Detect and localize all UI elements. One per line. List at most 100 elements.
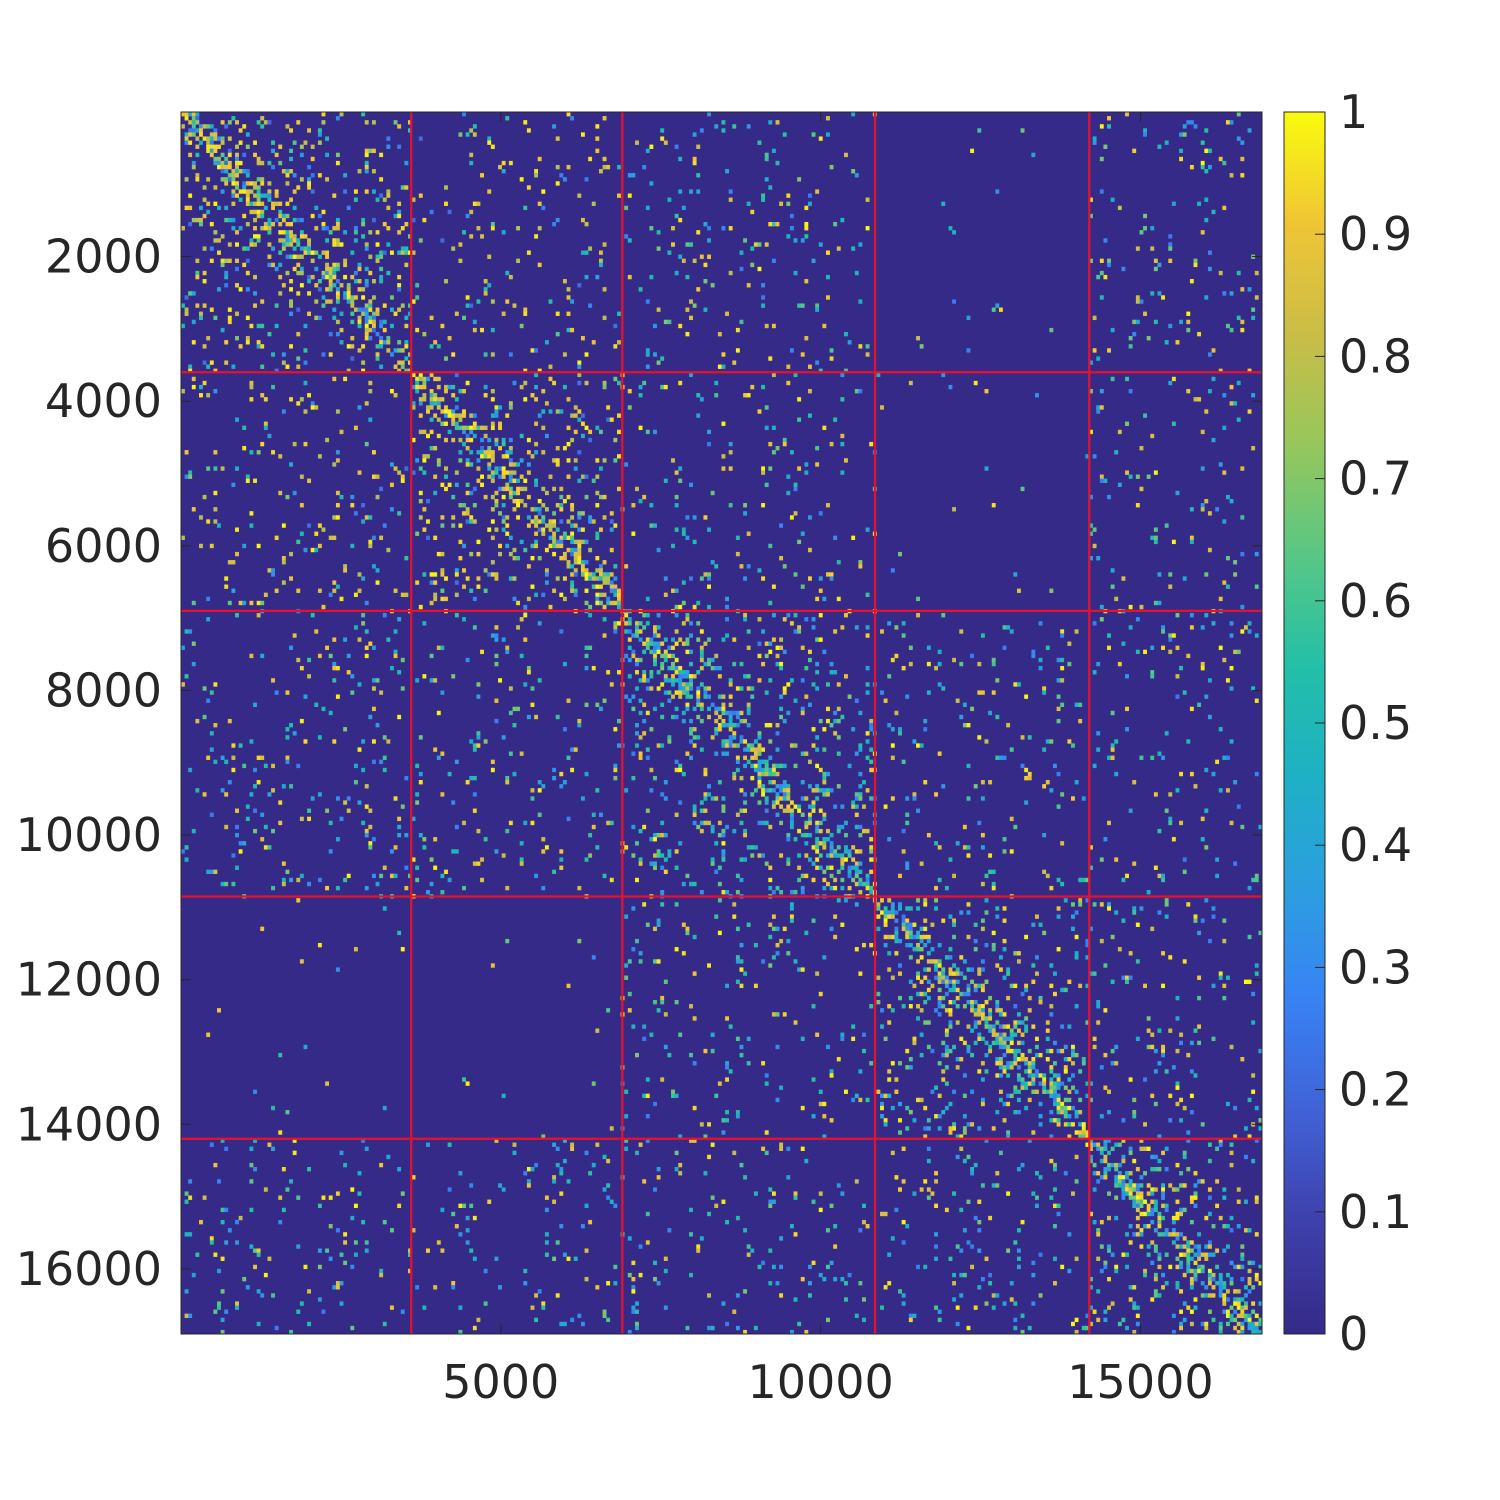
heatmap-cell <box>371 450 376 455</box>
heatmap-cell <box>941 967 946 972</box>
heatmap-cell <box>397 340 402 345</box>
heatmap-cell <box>602 617 607 622</box>
heatmap-cell <box>1225 678 1230 683</box>
heatmap-cell <box>267 331 272 337</box>
heatmap-cell <box>1074 780 1079 785</box>
heatmap-cell <box>1229 665 1234 671</box>
heatmap-cell <box>1200 429 1205 435</box>
heatmap-cell <box>638 951 643 956</box>
heatmap-cell <box>689 621 693 626</box>
heatmap-cell <box>375 344 380 349</box>
heatmap-cell <box>209 258 214 264</box>
heatmap-cell <box>789 213 794 219</box>
heatmap-cell <box>898 902 902 907</box>
heatmap-cell <box>826 116 830 121</box>
heatmap-cell <box>357 572 362 577</box>
heatmap-cell <box>771 637 776 642</box>
heatmap-cell <box>1110 979 1115 984</box>
heatmap-cell <box>966 796 971 801</box>
heatmap-cell <box>714 564 719 569</box>
heatmap-cell <box>1063 1065 1068 1070</box>
heatmap-cell <box>1099 124 1104 129</box>
heatmap-cell <box>1056 1109 1061 1115</box>
heatmap-cell <box>1182 132 1187 137</box>
heatmap-cell <box>952 999 957 1005</box>
heatmap-cell <box>1049 1109 1054 1115</box>
heatmap-cell <box>278 160 283 166</box>
heatmap-cell <box>743 718 748 724</box>
heatmap-cell <box>984 942 989 948</box>
heatmap-cell <box>418 490 423 496</box>
heatmap-cell <box>905 861 910 866</box>
heatmap-cell <box>483 291 488 296</box>
heatmap-cell <box>490 572 495 577</box>
heatmap-cell <box>1204 845 1209 850</box>
heatmap-cell <box>617 621 621 626</box>
heatmap-cell <box>973 1012 978 1017</box>
heatmap-cell <box>1081 1134 1086 1139</box>
heatmap-cell <box>689 633 693 638</box>
heatmap-cell <box>779 853 784 858</box>
heatmap-cell <box>768 600 773 606</box>
heatmap-cell <box>645 637 650 642</box>
heatmap-cell <box>321 303 326 308</box>
heatmap-cell <box>952 873 957 879</box>
heatmap-cell <box>818 368 823 373</box>
heatmap-cell <box>1254 584 1259 589</box>
heatmap-cell <box>887 837 892 842</box>
heatmap-cell <box>898 963 902 968</box>
heatmap-cell <box>1153 535 1158 540</box>
heatmap-cell <box>537 555 542 561</box>
heatmap-cell <box>793 238 798 243</box>
heatmap-cell <box>768 678 773 683</box>
heatmap-cell <box>710 665 715 671</box>
heatmap-cell <box>458 425 463 431</box>
heatmap-cell <box>1125 706 1129 712</box>
heatmap-cell <box>544 523 549 528</box>
heatmap-cell <box>609 877 614 883</box>
heatmap-cell <box>721 706 726 712</box>
heatmap-cell <box>649 226 654 231</box>
heatmap-cell <box>847 694 852 699</box>
heatmap-cell <box>534 873 539 879</box>
heatmap-cell <box>487 140 492 145</box>
heatmap-cell <box>1150 645 1155 650</box>
heatmap-cell <box>227 136 232 141</box>
heatmap-cell <box>299 665 304 671</box>
heatmap-cell <box>789 808 794 813</box>
heatmap-cell <box>584 576 589 581</box>
heatmap-cell <box>422 393 427 398</box>
heatmap-cell <box>361 503 366 508</box>
heatmap-cell <box>667 1052 672 1058</box>
heatmap-cell <box>645 747 650 752</box>
heatmap-cell <box>894 1077 899 1082</box>
heatmap-cell <box>991 657 996 663</box>
heatmap-cell <box>717 820 722 826</box>
heatmap-cell <box>209 360 214 365</box>
heatmap-cell <box>1175 1016 1180 1021</box>
heatmap-cell <box>1179 148 1184 154</box>
heatmap-cell <box>519 653 524 659</box>
heatmap-cell <box>674 665 679 671</box>
heatmap-cell <box>483 454 488 459</box>
heatmap-cell <box>1114 739 1119 744</box>
heatmap-cell <box>1182 124 1187 129</box>
heatmap-cell <box>523 120 528 125</box>
heatmap-cell <box>490 767 495 773</box>
heatmap-cell <box>1128 1077 1133 1082</box>
heatmap-cell <box>393 364 398 369</box>
heatmap-cell <box>656 547 661 553</box>
heatmap-cell <box>923 999 928 1005</box>
heatmap-cell <box>299 474 304 479</box>
heatmap-cell <box>725 983 729 989</box>
heatmap-cell <box>919 743 924 748</box>
heatmap-cell <box>472 861 477 866</box>
heatmap-cell <box>624 963 629 968</box>
heatmap-cell <box>851 865 856 870</box>
heatmap-cell <box>1016 1109 1021 1115</box>
heatmap-cell <box>980 1004 985 1009</box>
heatmap-cell <box>735 348 740 353</box>
heatmap-cell <box>833 849 838 854</box>
heatmap-cell <box>577 527 582 532</box>
heatmap-cell <box>624 975 629 980</box>
